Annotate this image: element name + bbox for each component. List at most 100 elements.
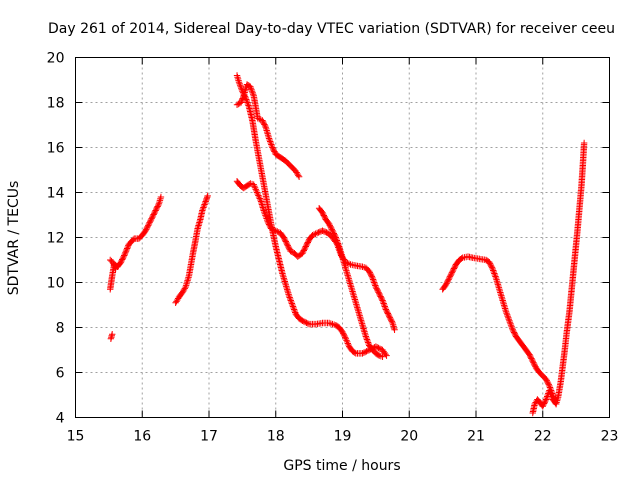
- data-point-arc-6: [266, 138, 274, 145]
- data-point-arc-7: [301, 246, 308, 253]
- data-point-arc-7: [312, 230, 319, 237]
- data-point-arc-8: [319, 209, 326, 216]
- y-tick-label: 18: [47, 96, 65, 112]
- data-point-arc-7: [372, 282, 379, 289]
- data-point-arc-7: [386, 314, 394, 321]
- data-point-arc-7: [375, 289, 382, 296]
- data-point-arc-7: [274, 228, 281, 235]
- data-point-arc-7: [255, 193, 263, 201]
- data-point-arc-2: [149, 214, 156, 221]
- data-point-arc-7: [388, 318, 396, 325]
- data-point-arc-9: [531, 362, 538, 369]
- data-point-arc-9: [508, 323, 515, 330]
- data-point-arc-5: [363, 348, 370, 355]
- data-point-arc-9: [451, 264, 458, 271]
- data-point-arc-7: [315, 229, 322, 236]
- data-point-arc-9: [503, 311, 511, 318]
- data-point-arc-2: [144, 223, 151, 230]
- x-tick-label: 20: [400, 429, 418, 445]
- data-point-arc-5: [303, 319, 310, 326]
- y-tick-label: 4: [56, 411, 65, 427]
- data-point-arc-7: [376, 290, 383, 297]
- data-point-arc-2: [154, 203, 161, 210]
- data-point-arc-6: [261, 122, 269, 130]
- data-point-arc-7: [266, 222, 273, 229]
- data-point-arc-5: [235, 77, 242, 84]
- data-point-arc-9: [526, 351, 533, 358]
- data-point-arc-5: [238, 85, 245, 92]
- data-point-arc-7: [270, 226, 278, 234]
- data-point-arc-8: [326, 222, 334, 229]
- data-point-arc-7: [251, 183, 258, 190]
- data-point-arc-5: [290, 306, 298, 313]
- data-point-arc-5: [299, 317, 306, 324]
- data-point-arc-5: [289, 301, 296, 309]
- data-point-arc-7: [382, 304, 389, 312]
- data-point-arc-8: [363, 336, 371, 343]
- data-point-arc-7: [387, 315, 394, 323]
- data-point-arc-4: [181, 285, 189, 292]
- data-point-arc-7: [376, 291, 384, 299]
- data-point-arc-5: [383, 352, 390, 359]
- data-point-arc-9: [489, 265, 496, 273]
- data-point-arc-7: [265, 221, 273, 228]
- data-point-arc-3: [111, 264, 119, 271]
- data-point-arc-7: [261, 210, 269, 217]
- data-point-arc-7: [385, 311, 392, 319]
- data-point-arc-8: [362, 333, 370, 340]
- data-point-arc-7: [381, 301, 388, 309]
- data-point-arc-7: [391, 326, 398, 333]
- data-point-arc-7: [384, 309, 391, 316]
- data-point-arc-7: [390, 323, 397, 330]
- data-point-arc-2: [147, 218, 154, 225]
- data-point-arc-2: [157, 193, 165, 201]
- data-point-arc-7: [378, 294, 385, 301]
- axis-ticks: 15 16 17 18 19 20 21 22 23 4 6 8 10 12 14 16 18 20: [47, 51, 619, 445]
- data-point-arc-6: [261, 121, 268, 128]
- data-point-arc-6: [295, 172, 302, 179]
- data-point-arc-7: [384, 310, 392, 317]
- data-point-arc-7: [319, 227, 326, 234]
- data-point-arc-4: [203, 194, 211, 201]
- y-tick-label: 20: [47, 51, 65, 67]
- data-point-arc-9: [444, 277, 452, 284]
- x-tick-label: 15: [67, 429, 85, 445]
- x-tick-label: 19: [334, 429, 352, 445]
- data-point-arc-9: [542, 376, 550, 383]
- data-point-arc-7: [368, 273, 376, 280]
- data-point-arc-6: [249, 91, 257, 98]
- data-point-arc-5: [237, 83, 244, 90]
- data-point-arc-9: [505, 314, 512, 321]
- data-point-arc-6: [254, 115, 261, 122]
- data-point-arc-7: [261, 208, 268, 216]
- data-point-arc-2: [143, 226, 150, 233]
- data-point-arc-9: [488, 263, 495, 270]
- data-point-arc-2: [153, 204, 161, 211]
- data-point-arc-7: [269, 226, 276, 233]
- data-point-arc-2: [157, 195, 164, 202]
- data-point-arc-9: [444, 278, 451, 286]
- data-point-arc-5: [344, 340, 352, 347]
- data-point-arc-6: [233, 101, 241, 108]
- data-point-arc-7: [283, 239, 290, 247]
- data-point-arc-9: [507, 322, 515, 329]
- data-point-arc-2: [123, 246, 130, 254]
- data-point-arc-5: [236, 82, 244, 89]
- data-point-arc-5: [234, 73, 241, 81]
- data-point-arc-7: [285, 243, 292, 251]
- data-point-arc-7: [386, 313, 393, 320]
- data-point-arc-5: [291, 307, 298, 315]
- data-point-arc-1: [109, 331, 116, 338]
- data-point-arc-10: [548, 393, 555, 400]
- data-point-arc-7: [372, 283, 380, 291]
- data-point-arc-9: [505, 316, 513, 323]
- data-point-arc-9: [528, 355, 535, 362]
- data-point-arc-9: [508, 325, 516, 332]
- data-point-arc-3: [110, 260, 117, 267]
- data-point-arc-8: [374, 351, 382, 359]
- data-point-arc-7: [373, 285, 380, 292]
- data-point-arc-6: [266, 136, 273, 144]
- data-point-arc-7: [303, 240, 311, 247]
